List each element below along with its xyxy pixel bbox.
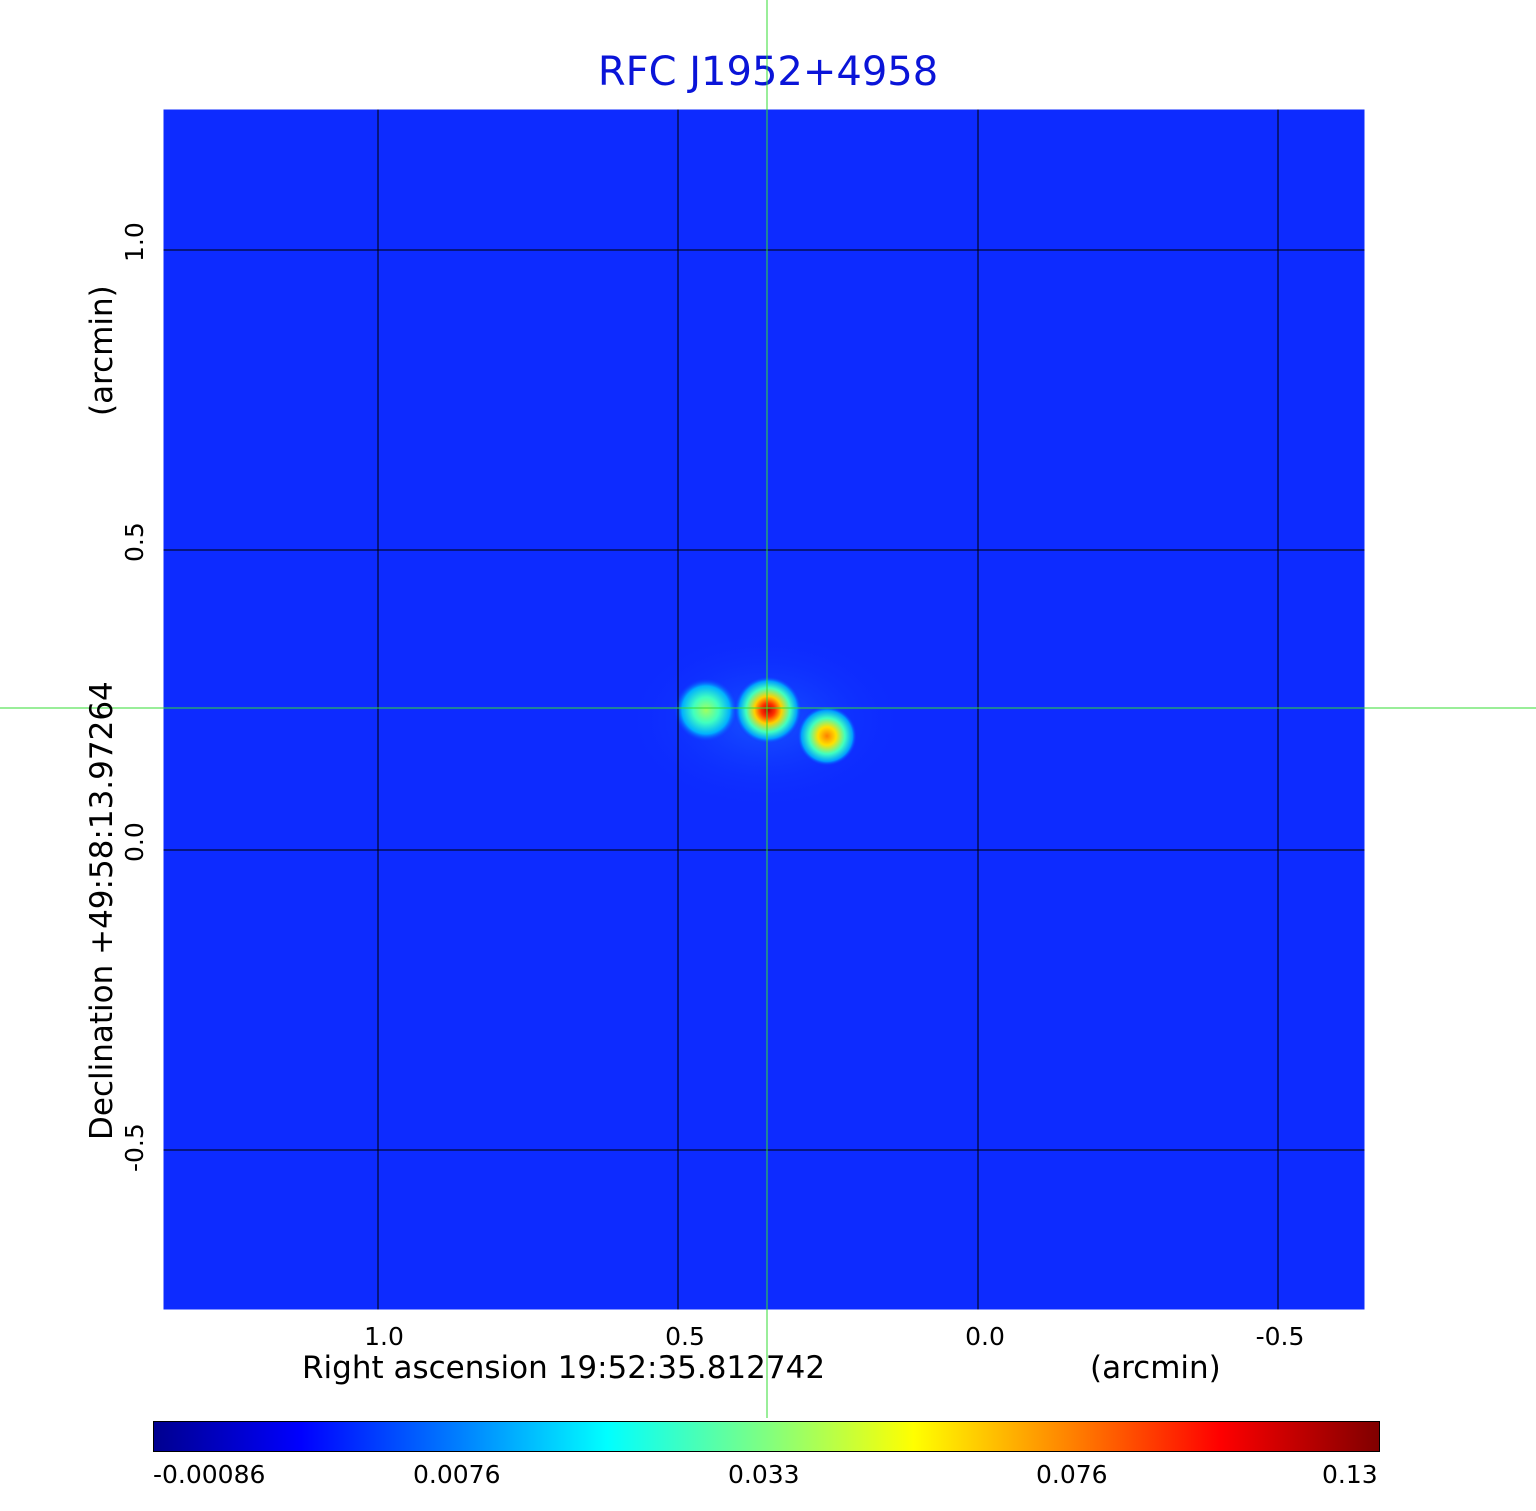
colorbar-tick-label: 0.13 [1322, 1460, 1378, 1489]
y-tick-label: 1.0 [120, 222, 149, 262]
colorbar-tick-label: 0.0076 [413, 1460, 501, 1489]
x-axis-unit: (arcmin) [1090, 1350, 1221, 1386]
crosshair [0, 0, 1536, 1418]
y-tick-label: -0.5 [120, 1123, 149, 1172]
x-axis-label: Right ascension 19:52:35.812742 [302, 1350, 826, 1386]
x-tick-label: 0.0 [965, 1322, 1005, 1351]
x-tick-label: 1.0 [364, 1322, 404, 1351]
colorbar-tick-label: 0.033 [728, 1460, 800, 1489]
y-axis-unit: (arcmin) [84, 285, 120, 416]
y-tick-label: 0.0 [120, 822, 149, 862]
map-frame [160, 106, 1368, 1313]
x-tick-label: 0.5 [665, 1322, 705, 1351]
source-component-west [674, 678, 738, 742]
coordinate-grid [162, 108, 1366, 1311]
y-axis-label: Declination +49:58:13.97264 [84, 681, 120, 1140]
colorbar-tick-label: -0.00086 [153, 1460, 266, 1489]
colorbar-tick-label: 0.076 [1036, 1460, 1108, 1489]
colorbar [153, 1421, 1380, 1452]
source-component-east [797, 706, 857, 766]
y-tick-label: 0.5 [120, 522, 149, 562]
x-tick-label: -0.5 [1255, 1322, 1305, 1351]
source-component-core [734, 676, 802, 744]
image-title: RFC J1952+4958 [597, 49, 939, 95]
